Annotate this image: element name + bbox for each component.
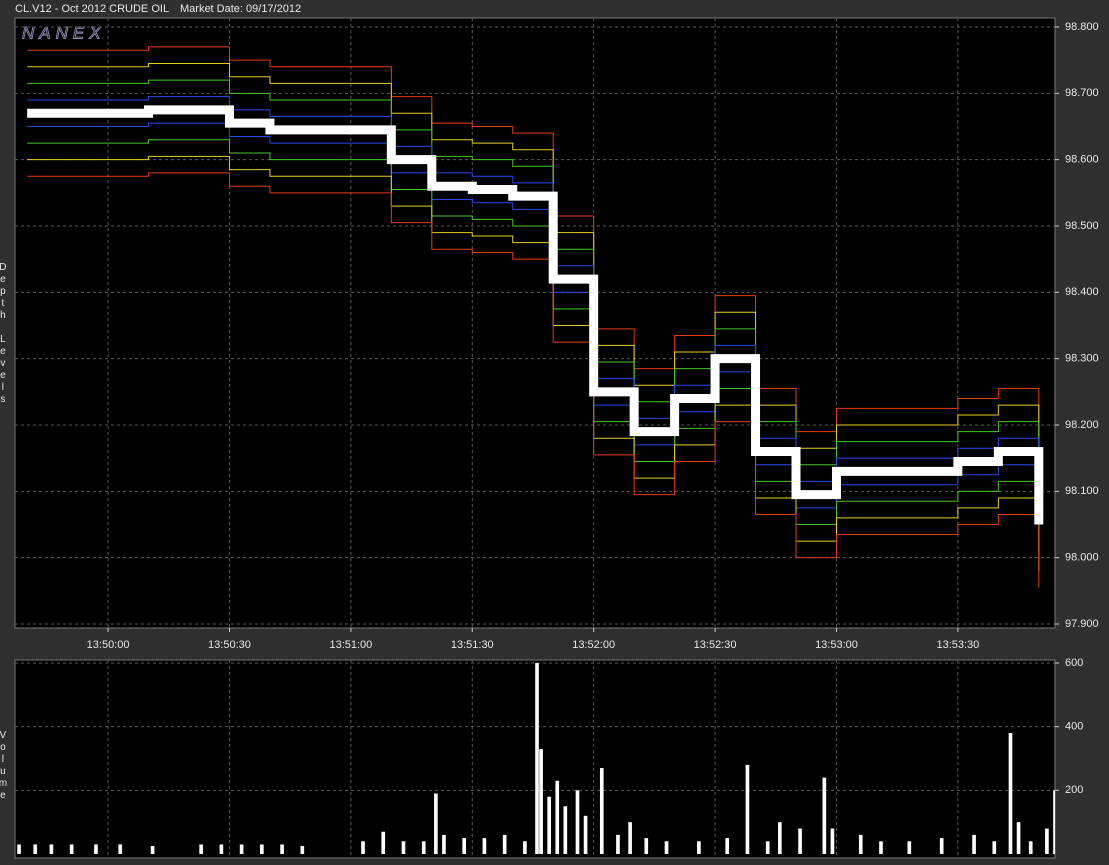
volume-bar bbox=[1045, 828, 1049, 854]
volume-bar bbox=[745, 764, 750, 854]
volume-bar bbox=[555, 780, 560, 854]
volume-plot-area bbox=[14, 659, 1056, 859]
volume-bar bbox=[644, 838, 649, 854]
x-tick-label: 13:51:30 bbox=[451, 639, 494, 651]
x-tick-label: 13:52:00 bbox=[572, 639, 615, 651]
y-tick-label: 97.900 bbox=[1065, 618, 1099, 630]
y-tick-label: 98.600 bbox=[1065, 154, 1099, 166]
depth-line bbox=[27, 46, 1040, 462]
volume-bar bbox=[1008, 733, 1013, 854]
depth-line bbox=[27, 139, 1040, 555]
volume-bar bbox=[239, 844, 244, 854]
depth-line bbox=[27, 172, 1040, 588]
volume-bar bbox=[907, 841, 912, 854]
volume-bar bbox=[482, 838, 487, 854]
volume-bar bbox=[939, 838, 944, 854]
y-tick-label: 98.800 bbox=[1065, 21, 1099, 33]
volume-bar bbox=[118, 844, 123, 854]
volume-bar bbox=[33, 844, 38, 854]
y-tick-label: 98.000 bbox=[1065, 552, 1099, 564]
volume-bar bbox=[547, 796, 551, 854]
x-tick-label: 13:50:30 bbox=[208, 639, 251, 651]
volume-bar bbox=[219, 844, 224, 854]
x-tick-label: 13:51:00 bbox=[329, 639, 372, 651]
volume-bar bbox=[17, 844, 21, 854]
y-tick-label: 400 bbox=[1065, 721, 1083, 733]
volume-bar bbox=[798, 828, 802, 854]
volume-bar bbox=[664, 841, 669, 854]
volume-bar bbox=[575, 790, 580, 854]
y-axis-label: Depth Levels bbox=[0, 262, 8, 406]
volume-bar bbox=[972, 834, 976, 854]
volume-bar bbox=[822, 777, 827, 854]
volume-bar bbox=[1028, 841, 1033, 854]
volume-bar bbox=[69, 844, 74, 854]
x-tick-label: 13:52:30 bbox=[694, 639, 737, 651]
volume-bar bbox=[199, 844, 203, 854]
depth-line bbox=[27, 122, 1040, 538]
chart-subtitle: Market Date: 09/17/2012 bbox=[180, 3, 301, 15]
volume-bar bbox=[628, 822, 632, 854]
volume-bar bbox=[616, 834, 620, 854]
volume-bar bbox=[539, 748, 543, 854]
depth-line bbox=[27, 155, 1040, 571]
depth-line bbox=[27, 62, 1040, 479]
x-tick-label: 13:53:00 bbox=[815, 639, 858, 651]
y-axis-label: Volume bbox=[0, 730, 8, 802]
volume-bar bbox=[725, 838, 730, 854]
depth-line bbox=[27, 79, 1040, 495]
volume-bar bbox=[401, 841, 406, 854]
volume-bar bbox=[260, 844, 264, 854]
price-marks bbox=[27, 46, 1044, 588]
volume-bar bbox=[502, 834, 507, 854]
volume-bar bbox=[361, 841, 365, 854]
trade-line bbox=[27, 105, 1044, 525]
volume-bar bbox=[765, 841, 770, 854]
volume-marks bbox=[17, 663, 1055, 854]
volume-bar bbox=[442, 834, 446, 854]
volume-bar bbox=[583, 815, 588, 854]
volume-bar bbox=[1053, 790, 1055, 854]
y-tick-label: 200 bbox=[1065, 784, 1083, 796]
volume-bar bbox=[992, 841, 997, 854]
y-tick-label: 98.200 bbox=[1065, 419, 1099, 431]
volume-bar bbox=[858, 834, 863, 854]
volume-bar bbox=[778, 822, 782, 854]
depth-line bbox=[27, 96, 1040, 512]
y-tick-label: 98.100 bbox=[1065, 485, 1099, 497]
volume-bar bbox=[1016, 822, 1021, 854]
volume-bar bbox=[94, 844, 98, 854]
volume-bar bbox=[49, 844, 54, 854]
volume-bar bbox=[421, 841, 426, 854]
y-tick-label: 98.500 bbox=[1065, 220, 1099, 232]
volume-bar bbox=[599, 768, 604, 854]
volume-bar bbox=[300, 846, 305, 854]
volume-bar bbox=[150, 846, 155, 854]
price-plot-area bbox=[14, 17, 1056, 629]
y-tick-label: 600 bbox=[1065, 657, 1083, 669]
y-tick-label: 98.300 bbox=[1065, 353, 1099, 365]
y-tick-label: 98.400 bbox=[1065, 286, 1099, 298]
volume-bar bbox=[280, 844, 284, 854]
volume-bar bbox=[697, 841, 701, 854]
volume-bar bbox=[879, 841, 883, 854]
volume-bar bbox=[462, 838, 467, 854]
volume-bar bbox=[535, 663, 539, 854]
y-tick-label: 98.700 bbox=[1065, 87, 1099, 99]
volume-bar bbox=[523, 841, 527, 854]
watermark: NANEX bbox=[22, 23, 106, 42]
volume-bar bbox=[434, 793, 438, 854]
x-tick-label: 13:50:00 bbox=[87, 639, 130, 651]
volume-bar bbox=[830, 828, 835, 854]
volume-bar bbox=[381, 831, 386, 854]
x-tick-label: 13:53:30 bbox=[936, 639, 979, 651]
chart-title: CL.V12 - Oct 2012 CRUDE OIL bbox=[15, 3, 169, 15]
volume-bar bbox=[563, 806, 568, 854]
